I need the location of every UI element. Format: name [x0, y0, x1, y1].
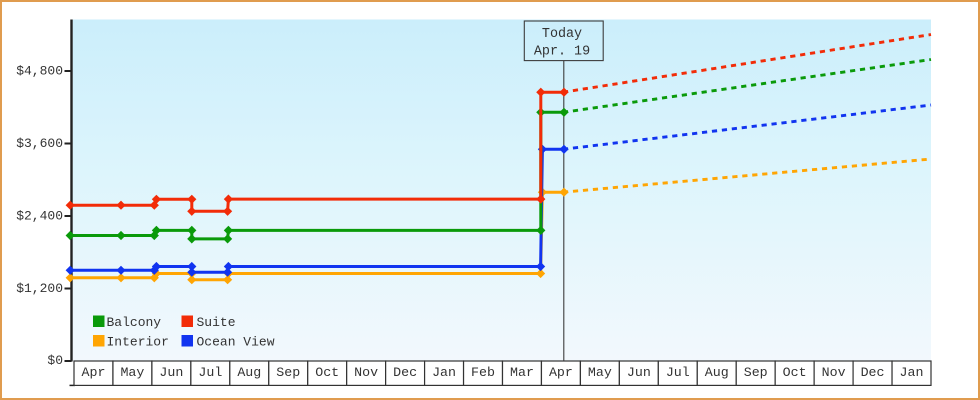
svg-text:Today: Today	[542, 27, 582, 42]
svg-text:$3,600: $3,600	[16, 136, 63, 151]
svg-text:Oct: Oct	[315, 365, 339, 380]
svg-text:Oct: Oct	[783, 365, 807, 380]
svg-text:May: May	[120, 365, 144, 380]
svg-text:Jul: Jul	[198, 365, 222, 380]
svg-text:Jul: Jul	[666, 365, 690, 380]
svg-text:$0: $0	[47, 353, 63, 368]
svg-text:Sep: Sep	[276, 365, 300, 380]
svg-text:Dec: Dec	[393, 365, 417, 380]
svg-text:Nov: Nov	[354, 365, 378, 380]
svg-text:Interior: Interior	[107, 335, 169, 350]
svg-text:Aug: Aug	[237, 365, 261, 380]
svg-text:$4,800: $4,800	[16, 64, 63, 79]
svg-text:Mar: Mar	[510, 365, 534, 380]
svg-text:$1,200: $1,200	[16, 281, 63, 296]
svg-text:Apr: Apr	[549, 365, 573, 380]
svg-text:Apr. 19: Apr. 19	[534, 45, 590, 60]
svg-text:Dec: Dec	[861, 365, 885, 380]
svg-text:Sep: Sep	[744, 365, 768, 380]
svg-text:Balcony: Balcony	[107, 315, 162, 330]
svg-text:Jan: Jan	[900, 365, 924, 380]
svg-text:Ocean View: Ocean View	[197, 335, 275, 350]
svg-text:Feb: Feb	[471, 365, 495, 380]
svg-text:Jun: Jun	[627, 365, 651, 380]
svg-text:May: May	[588, 365, 612, 380]
svg-text:Jan: Jan	[432, 365, 456, 380]
svg-text:Aug: Aug	[705, 365, 729, 380]
svg-text:Jun: Jun	[159, 365, 183, 380]
svg-text:$2,400: $2,400	[16, 209, 63, 224]
svg-text:Nov: Nov	[822, 365, 846, 380]
svg-text:Apr: Apr	[82, 365, 106, 380]
svg-text:Suite: Suite	[197, 315, 236, 330]
